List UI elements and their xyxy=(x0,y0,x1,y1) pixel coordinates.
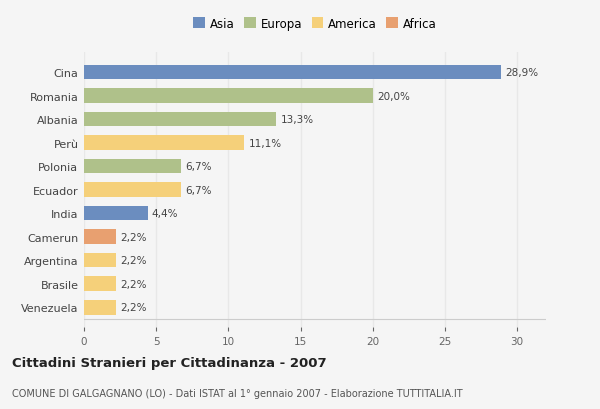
Bar xyxy=(84,160,181,174)
Bar xyxy=(84,136,244,151)
Legend: Asia, Europa, America, Africa: Asia, Europa, America, Africa xyxy=(191,15,439,33)
Text: 6,7%: 6,7% xyxy=(185,185,212,195)
Text: 2,2%: 2,2% xyxy=(120,256,146,265)
Text: COMUNE DI GALGAGNANO (LO) - Dati ISTAT al 1° gennaio 2007 - Elaborazione TUTTITA: COMUNE DI GALGAGNANO (LO) - Dati ISTAT a… xyxy=(12,389,463,398)
Bar xyxy=(84,207,148,221)
Bar xyxy=(84,65,501,80)
Bar xyxy=(84,112,276,127)
Text: 20,0%: 20,0% xyxy=(377,91,410,101)
Text: 2,2%: 2,2% xyxy=(120,279,146,289)
Bar xyxy=(84,183,181,198)
Bar xyxy=(84,89,373,103)
Text: 13,3%: 13,3% xyxy=(280,115,313,125)
Bar xyxy=(84,230,116,244)
Text: 28,9%: 28,9% xyxy=(506,68,539,78)
Text: 2,2%: 2,2% xyxy=(120,303,146,312)
Bar xyxy=(84,253,116,268)
Bar xyxy=(84,300,116,315)
Text: 6,7%: 6,7% xyxy=(185,162,212,172)
Text: 4,4%: 4,4% xyxy=(152,209,178,219)
Text: 11,1%: 11,1% xyxy=(248,138,282,148)
Text: Cittadini Stranieri per Cittadinanza - 2007: Cittadini Stranieri per Cittadinanza - 2… xyxy=(12,356,326,369)
Bar xyxy=(84,277,116,291)
Text: 2,2%: 2,2% xyxy=(120,232,146,242)
